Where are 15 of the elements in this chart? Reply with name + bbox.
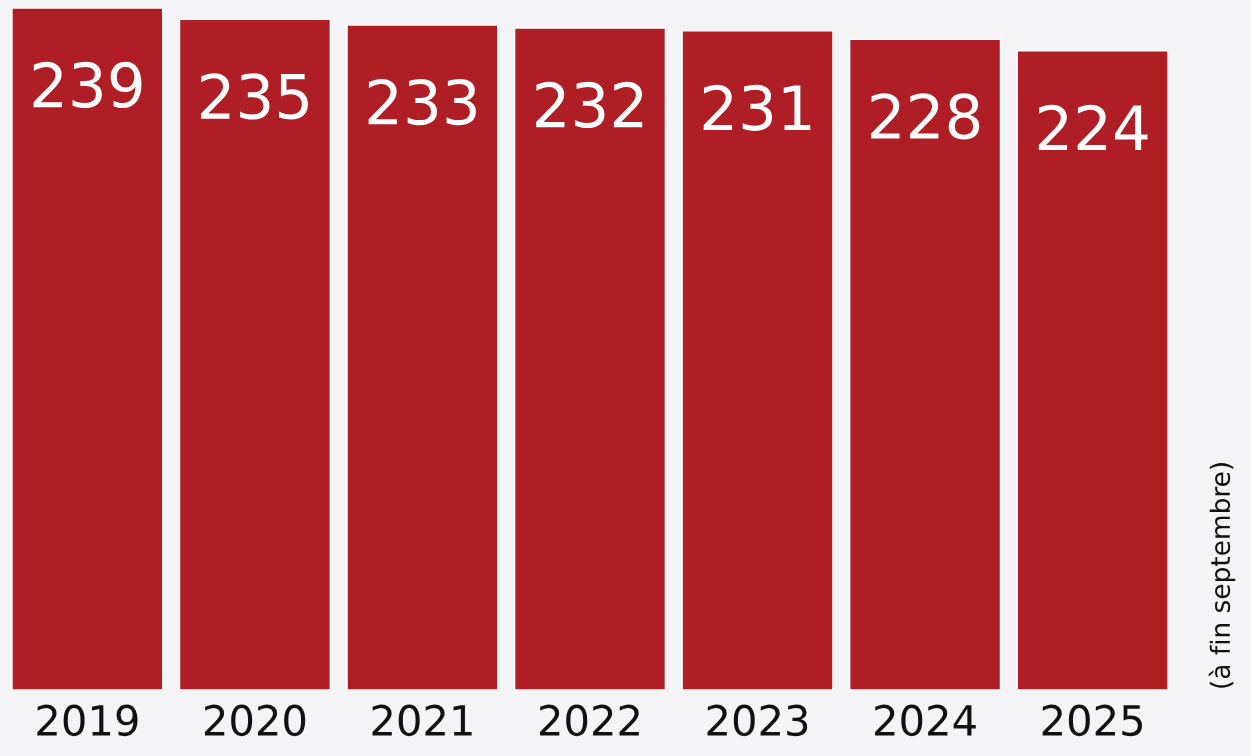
data-label: 235 [201,73,308,120]
data-label: 231 [703,84,811,131]
data-label: 233 [368,78,476,126]
x-tick-label: 2025 [1042,704,1142,737]
x-tick-label: 2024 [875,704,976,737]
x-tick-label: 2020 [204,704,306,737]
data-label: 228 [871,93,980,140]
data-label: 232 [536,81,643,129]
x-tick-label: 2023 [707,704,808,737]
data-label: 224 [1038,104,1148,151]
x-tick-label: 2019 [37,704,138,737]
data-label: 239 [33,61,142,109]
x-tick-label: 2021 [372,704,472,737]
text: (à fin septembre) [1208,463,1236,688]
x-tick-label: 2022 [540,704,639,737]
